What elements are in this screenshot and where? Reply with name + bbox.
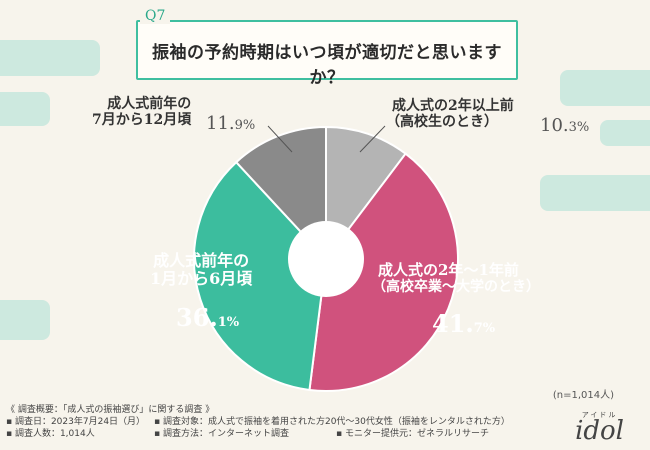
- decor-shape-right-top: [560, 70, 650, 106]
- slice-value-jan-jun: 36.1%: [176, 303, 240, 332]
- slice-jan-jun: [193, 160, 328, 392]
- leader-line-2yrs-plus: [359, 125, 386, 153]
- decor-shape-right-mid: [600, 120, 650, 146]
- slice-label-jul-dec: 成人式前年の 7月から12月頃: [92, 96, 192, 129]
- slice-value-2-to-1yr: 41.7%: [432, 309, 496, 338]
- question-number: Q7: [140, 8, 171, 24]
- slice-2yrs-plus: [325, 125, 407, 262]
- decor-shape-right-low: [540, 175, 650, 211]
- slice-value-jul-dec: 11.9%: [206, 113, 256, 134]
- slice-2-to-1yr: [308, 152, 459, 392]
- survey-date: ▪ 調査日：2023年7月24日（月）: [6, 417, 146, 427]
- question-text: 振袖の予約時期はいつ頃が適切だと思いますか？: [152, 43, 502, 88]
- survey-target: ▪ 調査対象：成人式で振袖を着用された方20代〜30代女性（振袖をレンタルされた…: [154, 417, 510, 427]
- brand-logo: アイドル idol: [575, 411, 624, 446]
- slice-label-2yrs-plus: 成人式の2年以上前 （高校生のとき）: [386, 98, 514, 131]
- slice-value-2yrs-plus: 10.3%: [540, 115, 590, 136]
- question-box: 振袖の予約時期はいつ頃が適切だと思いますか？: [136, 20, 518, 88]
- overview-title: 《 調査概要：「成人式の振袖選び」に関する調査 》: [6, 405, 215, 415]
- sample-size-note: (n=1,014人): [552, 390, 614, 401]
- donut-hole: [288, 221, 364, 297]
- leader-line-jul-dec: [267, 125, 293, 153]
- survey-method: ▪ 調査方法：インターネット調査: [154, 429, 289, 439]
- decor-shape-left-mid: [0, 92, 50, 126]
- slice-label-2-to-1yr: 成人式の2年〜1年前 （高校卒業〜大学のとき）: [372, 261, 540, 296]
- decor-shape-left-low: [0, 300, 50, 340]
- survey-provider: ▪ モニター提供元：ゼネラルリサーチ: [336, 429, 489, 439]
- decor-shape-left-top: [0, 40, 100, 76]
- survey-count: ▪ 調査人数：1,014人: [6, 429, 95, 439]
- slice-label-jan-jun: 成人式前年の 1月から6月頃: [150, 251, 253, 289]
